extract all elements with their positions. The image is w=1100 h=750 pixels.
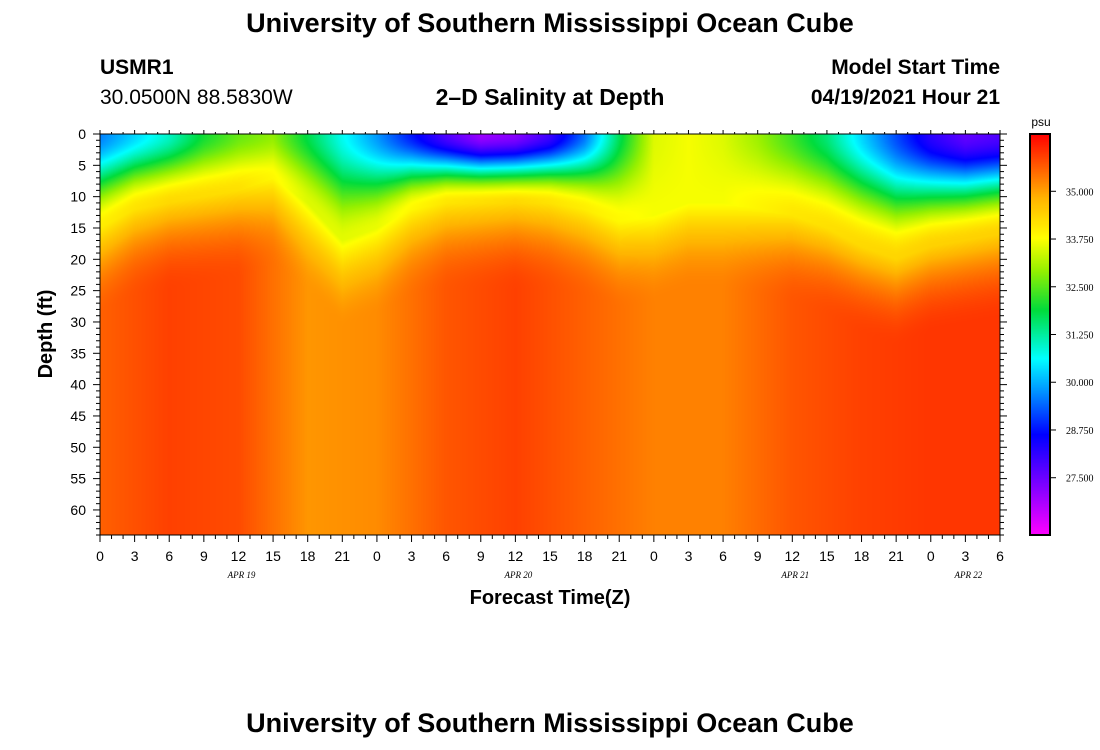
colorbar-tick-label: 33.750 <box>1066 235 1094 246</box>
x-tick-label: 3 <box>961 548 969 564</box>
x-axis-label: Forecast Time(Z) <box>470 587 631 609</box>
colorbar <box>1030 134 1050 535</box>
model-start-value: 04/19/2021 Hour 21 <box>810 86 1000 109</box>
x-tick-label: 0 <box>927 548 935 564</box>
y-tick-label: 35 <box>70 345 86 361</box>
x-tick-label: 12 <box>508 548 524 564</box>
x-tick-label: 9 <box>754 548 762 564</box>
x-tick-label: 6 <box>442 548 450 564</box>
date-label: APR 21 <box>780 570 809 580</box>
x-tick-label: 18 <box>854 548 870 564</box>
x-tick-label: 0 <box>96 548 104 564</box>
x-tick-label: 21 <box>611 548 627 564</box>
y-tick-label: 10 <box>70 189 86 205</box>
y-tick-label: 25 <box>70 283 86 299</box>
y-tick-label: 20 <box>70 251 86 267</box>
y-tick-label: 45 <box>70 408 86 424</box>
x-tick-label: 21 <box>888 548 904 564</box>
x-tick-label: 3 <box>408 548 416 564</box>
salinity-heatmap <box>100 134 1000 535</box>
colorbar-unit: psu <box>1031 115 1050 129</box>
colorbar-tick-label: 35.000 <box>1066 187 1094 198</box>
x-tick-label: 6 <box>719 548 727 564</box>
x-tick-label: 15 <box>819 548 835 564</box>
x-tick-label: 0 <box>650 548 658 564</box>
y-tick-label: 0 <box>78 126 86 142</box>
x-tick-label: 21 <box>335 548 351 564</box>
x-axis: 0 3 6 9 12 15 18 21 0 3 6 9 12 15 18 21 0 3 6 9 12 15 18 21 0 3 6 A… <box>96 130 1004 580</box>
x-tick-label: 15 <box>542 548 558 564</box>
y-axis: 0 5 10 15 20 25 30 35 40 45 50 55 60 <box>70 126 1007 536</box>
x-tick-label: 12 <box>231 548 247 564</box>
x-tick-label: 9 <box>477 548 485 564</box>
y-tick-label: 5 <box>78 157 86 173</box>
y-tick-label: 15 <box>70 220 86 236</box>
colorbar-tick-label: 30.000 <box>1066 378 1094 389</box>
y-tick-label: 50 <box>70 439 86 455</box>
y-tick-label: 30 <box>70 314 86 330</box>
colorbar-tick-label: 27.500 <box>1066 474 1094 485</box>
x-tick-label: 0 <box>373 548 381 564</box>
colorbar-tick-label: 31.250 <box>1066 331 1094 342</box>
colorbar-tick-label: 32.500 <box>1066 283 1094 294</box>
x-tick-label: 3 <box>131 548 139 564</box>
x-tick-label: 15 <box>265 548 281 564</box>
x-tick-label: 6 <box>165 548 173 564</box>
y-tick-label: 60 <box>70 502 86 518</box>
page-title: University of Southern Mississippi Ocean… <box>246 8 854 38</box>
station-name: USMR1 <box>100 56 174 79</box>
x-tick-label: 12 <box>785 548 801 564</box>
y-axis-label: Depth (ft) <box>35 290 57 379</box>
x-tick-label: 6 <box>996 548 1004 564</box>
colorbar-tick-label: 28.750 <box>1066 426 1094 437</box>
footer-title: University of Southern Mississippi Ocean… <box>246 708 854 738</box>
x-tick-label: 18 <box>577 548 593 564</box>
plot-title: 2–D Salinity at Depth <box>435 84 665 110</box>
model-start-label: Model Start Time <box>831 56 1000 79</box>
date-label: APR 20 <box>504 570 533 580</box>
x-tick-label: 9 <box>200 548 208 564</box>
date-label: APR 22 <box>954 570 983 580</box>
colorbar-ticks: 35.000 33.750 32.500 31.250 30.000 28.750 27.5… <box>1050 187 1094 485</box>
y-tick-label: 40 <box>70 377 86 393</box>
station-coordinates: 30.0500N 88.5830W <box>100 86 293 109</box>
y-tick-label: 55 <box>70 471 86 487</box>
x-tick-label: 18 <box>300 548 316 564</box>
x-tick-label: 3 <box>685 548 693 564</box>
date-label: APR 19 <box>227 570 256 580</box>
